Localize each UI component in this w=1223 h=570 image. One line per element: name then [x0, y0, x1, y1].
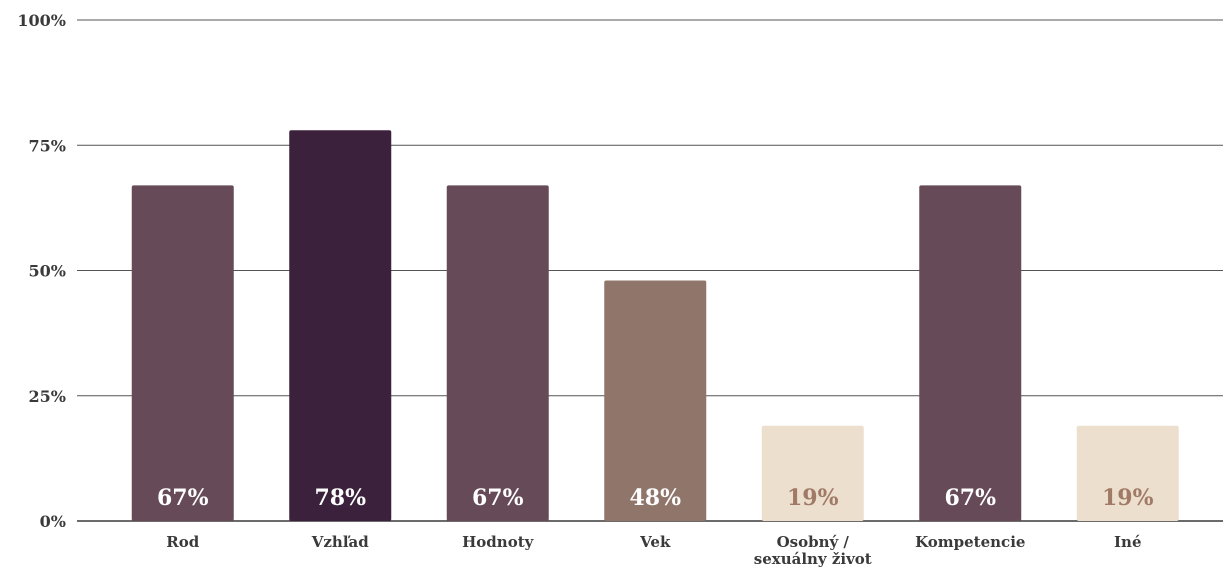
x-tick-label: Vek — [639, 533, 671, 551]
bars — [131, 130, 1179, 521]
y-axis-tick-labels: 0% 25% 50% 75% 100% — [17, 11, 66, 531]
bar — [131, 185, 234, 521]
data-label: 48% — [629, 485, 681, 511]
y-tick-label: 100% — [17, 11, 66, 30]
data-label: 67% — [157, 485, 209, 511]
x-tick-label: Rod — [166, 533, 199, 551]
y-tick-label: 50% — [29, 262, 66, 281]
data-label: 67% — [944, 485, 996, 511]
bar — [761, 425, 864, 521]
y-tick-label: 75% — [29, 136, 66, 155]
data-label: 19% — [1102, 485, 1154, 511]
bar — [919, 185, 1022, 521]
value-labels: 67% 78% 67% 48% 19% 67% 19% — [157, 485, 1154, 511]
x-axis-category-labels: Rod Vzhľad Hodnoty Vek Osobný / sexuálny živo… — [166, 533, 1141, 568]
bar — [446, 185, 549, 521]
y-tick-label: 25% — [29, 387, 66, 406]
x-tick-label: Hodnoty — [462, 533, 535, 551]
bar — [604, 280, 707, 521]
bar — [1076, 425, 1179, 521]
data-label: 78% — [314, 485, 366, 511]
data-label: 19% — [787, 485, 839, 511]
x-tick-label: Iné — [1114, 533, 1141, 551]
x-tick-label: Kompetencie — [915, 533, 1025, 551]
data-label: 67% — [472, 485, 524, 511]
y-tick-label: 0% — [40, 512, 66, 531]
x-tick-label: Osobný / sexuálny život — [754, 533, 872, 568]
x-tick-label: Vzhľad — [311, 533, 369, 551]
bar — [289, 130, 392, 521]
